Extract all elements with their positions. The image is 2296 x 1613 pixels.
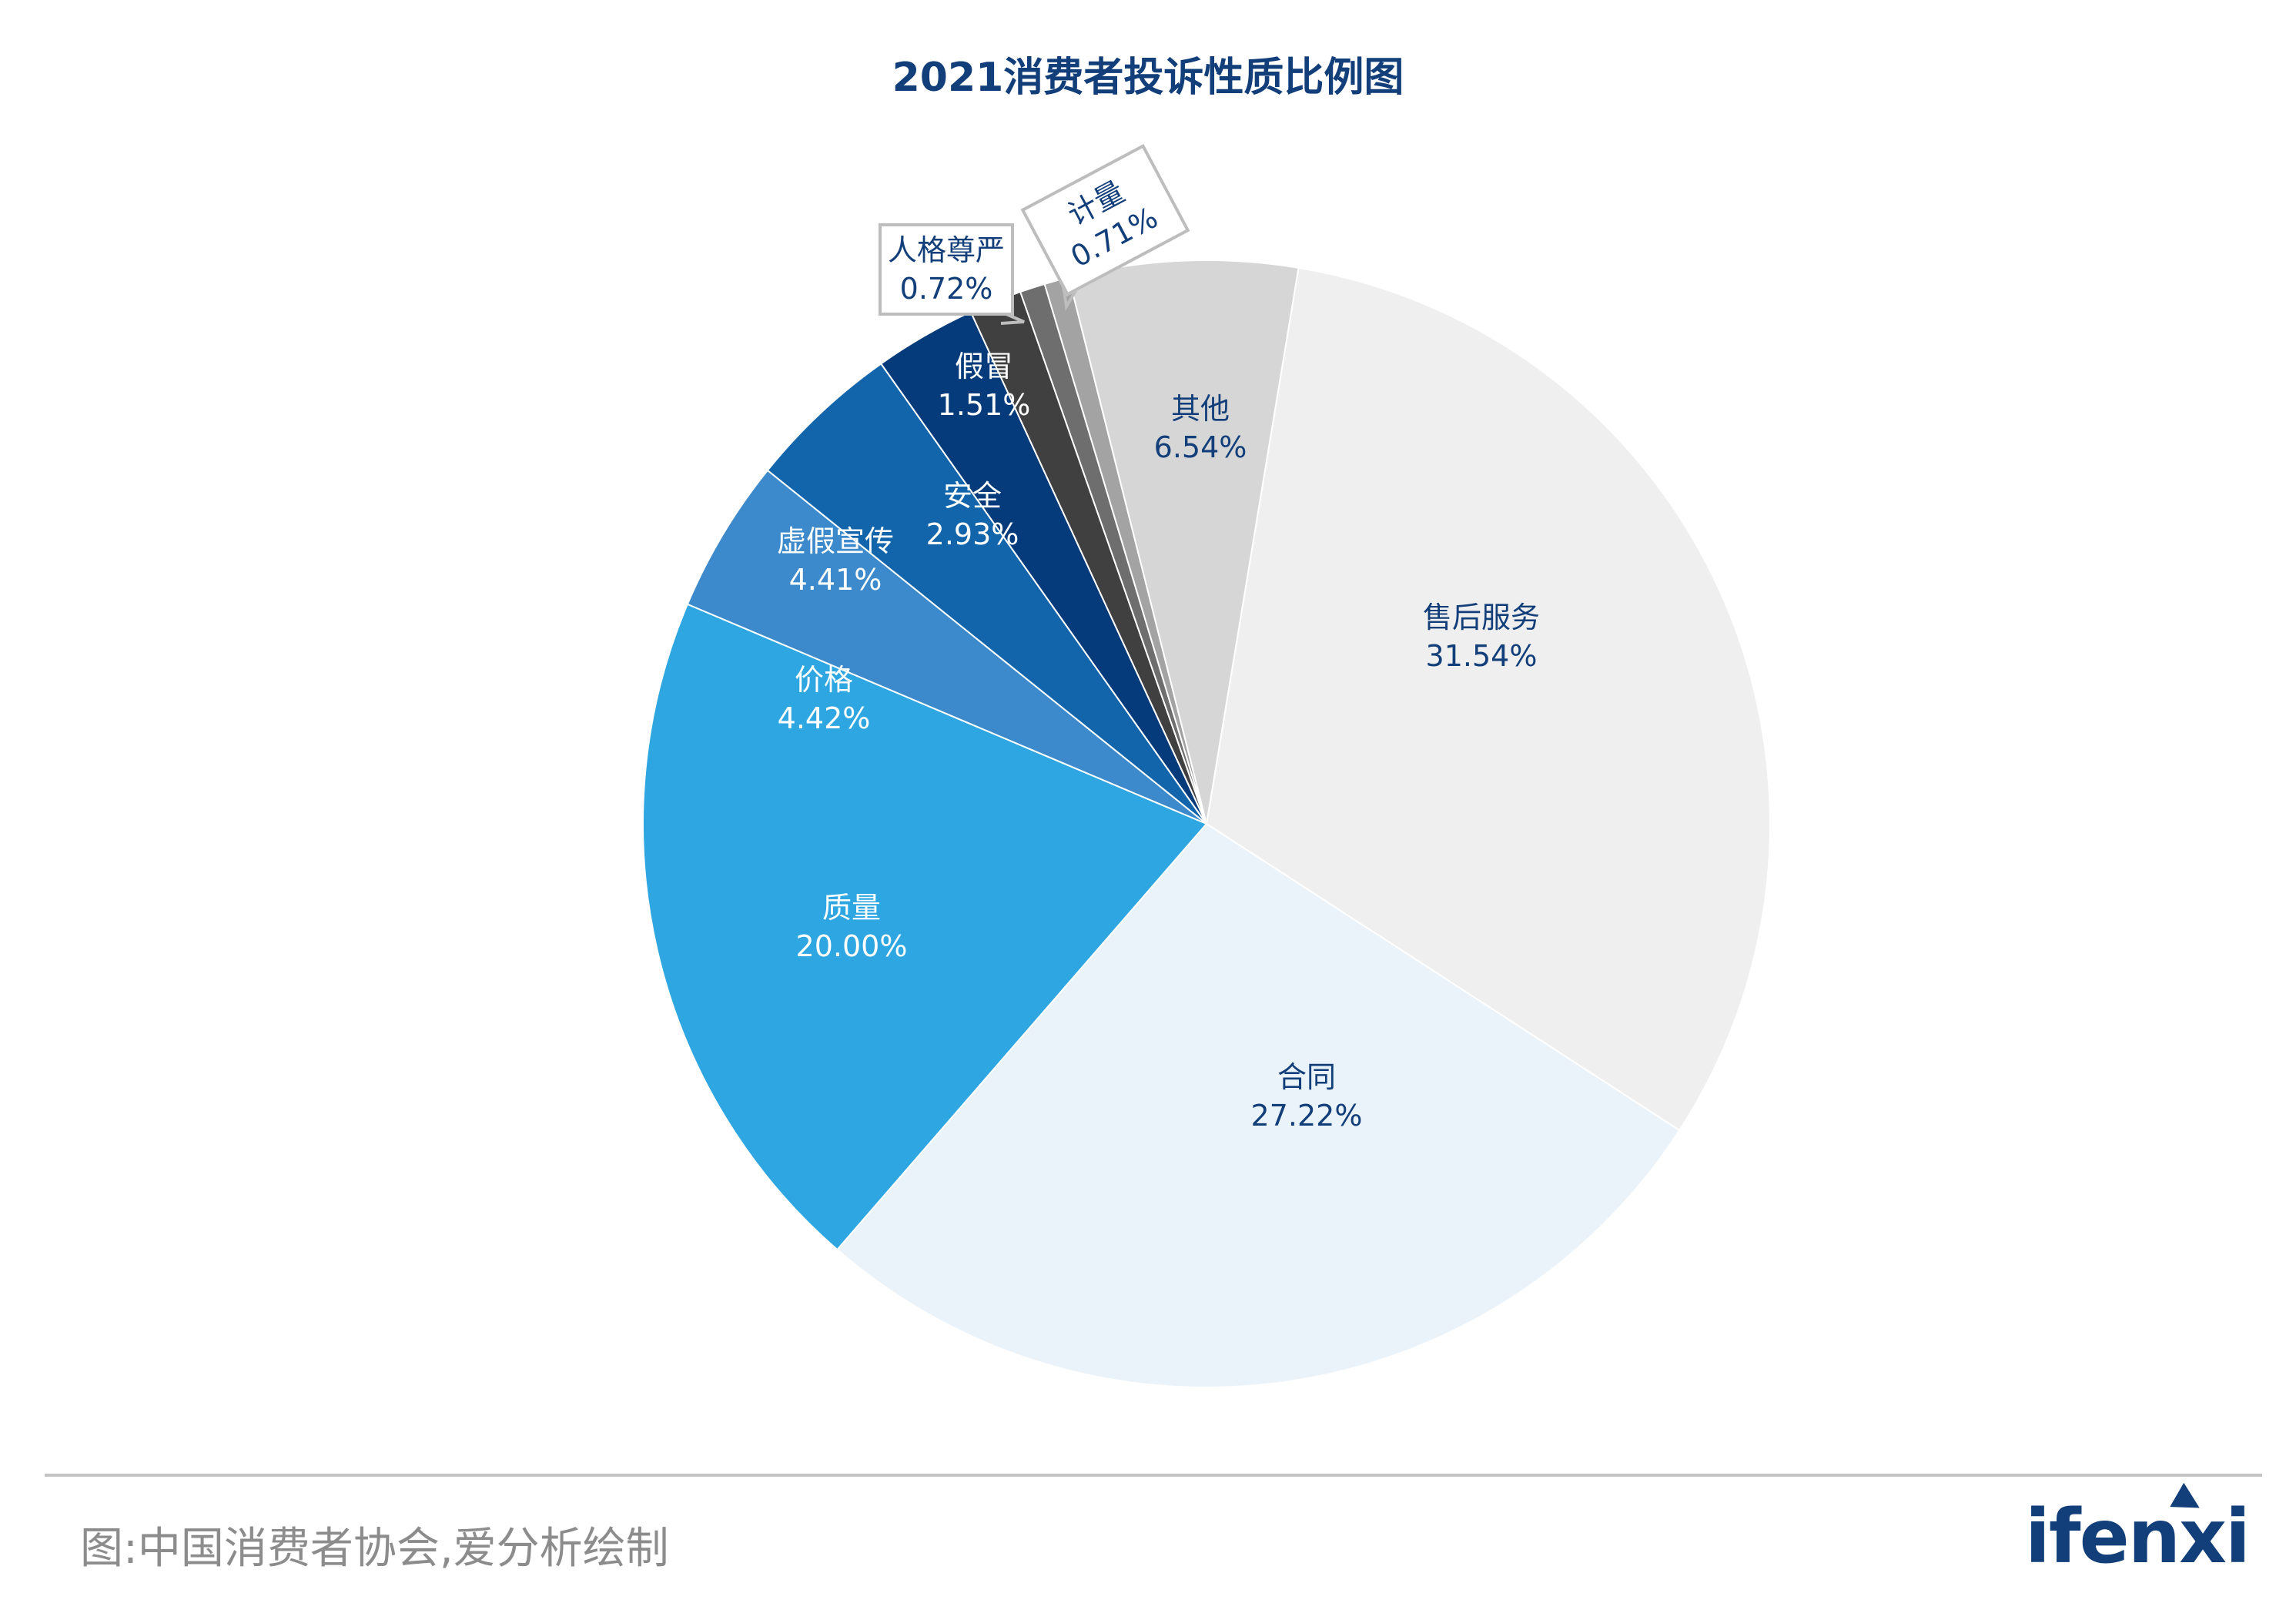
data-label-other: 其他 6.54% [1153, 392, 1247, 464]
data-label-price: 价格 4.42% [777, 663, 871, 735]
data-label-false-advertising: 虚假宣传 4.41% [776, 524, 895, 597]
footer-divider [45, 1474, 2262, 1477]
pie-slice-4 [766, 363, 1207, 825]
data-label-quality: 质量 20.00% [795, 891, 908, 963]
callout-personal-dignity: 人格尊严 0.72% [879, 223, 1015, 316]
data-label-contract: 合同 27.22% [1250, 1060, 1363, 1133]
pie-slice-2 [642, 603, 1208, 1251]
source-note: 图:中国消费者协会,爱分析绘制 [80, 1524, 669, 1574]
data-label-after-sales: 售后服务 31.54% [1422, 601, 1541, 673]
pie-slice-3 [686, 469, 1207, 825]
data-label-counterfeit: 假冒 1.51% [937, 350, 1031, 422]
pie-slice-1 [835, 822, 1681, 1388]
chart-title: 2021消费者投诉性质比例图 [892, 55, 1404, 101]
data-label-safety: 安全 2.93% [925, 479, 1019, 551]
ifenxi-logo: ifenxi [2025, 1494, 2251, 1580]
